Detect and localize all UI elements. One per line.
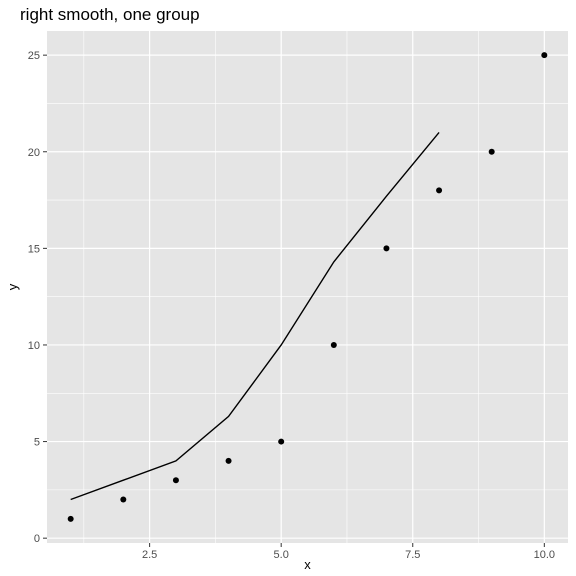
chart-title: right smooth, one group xyxy=(20,5,200,24)
data-point-2 xyxy=(120,496,127,503)
data-point-10 xyxy=(541,52,548,59)
grid-minor xyxy=(47,31,568,543)
data-point-1 xyxy=(67,515,74,522)
data-point-6 xyxy=(330,341,337,348)
x-tick-label-3: 10.0 xyxy=(534,549,555,561)
smooth-layer xyxy=(70,131,440,501)
x-tick-label-0: 2.5 xyxy=(142,549,157,561)
y-tick-label-2: 10 xyxy=(28,340,40,352)
data-point-5 xyxy=(278,438,285,445)
data-point-3 xyxy=(172,477,179,484)
data-point-8 xyxy=(436,187,443,194)
x-axis: 2.5 5.0 7.5 10.0 xyxy=(142,543,555,561)
smooth-line xyxy=(70,131,440,501)
y-tick-label-3: 15 xyxy=(28,243,40,255)
data-point-9 xyxy=(488,148,495,155)
y-tick-label-0: 0 xyxy=(34,533,40,545)
y-tick-label-5: 25 xyxy=(28,50,40,62)
data-point-4 xyxy=(225,457,232,464)
x-tick-label-1: 5.0 xyxy=(274,549,289,561)
y-tick-label-1: 5 xyxy=(34,437,40,449)
grid-major xyxy=(47,31,568,543)
plot-panel xyxy=(47,31,568,543)
points-layer xyxy=(67,52,548,522)
x-axis-label: x xyxy=(304,557,311,572)
y-axis: 0 5 10 15 20 25 xyxy=(28,50,47,545)
y-axis-label: y xyxy=(5,283,20,290)
data-point-7 xyxy=(383,245,390,252)
y-tick-label-4: 20 xyxy=(28,147,40,159)
x-tick-label-2: 7.5 xyxy=(405,549,420,561)
